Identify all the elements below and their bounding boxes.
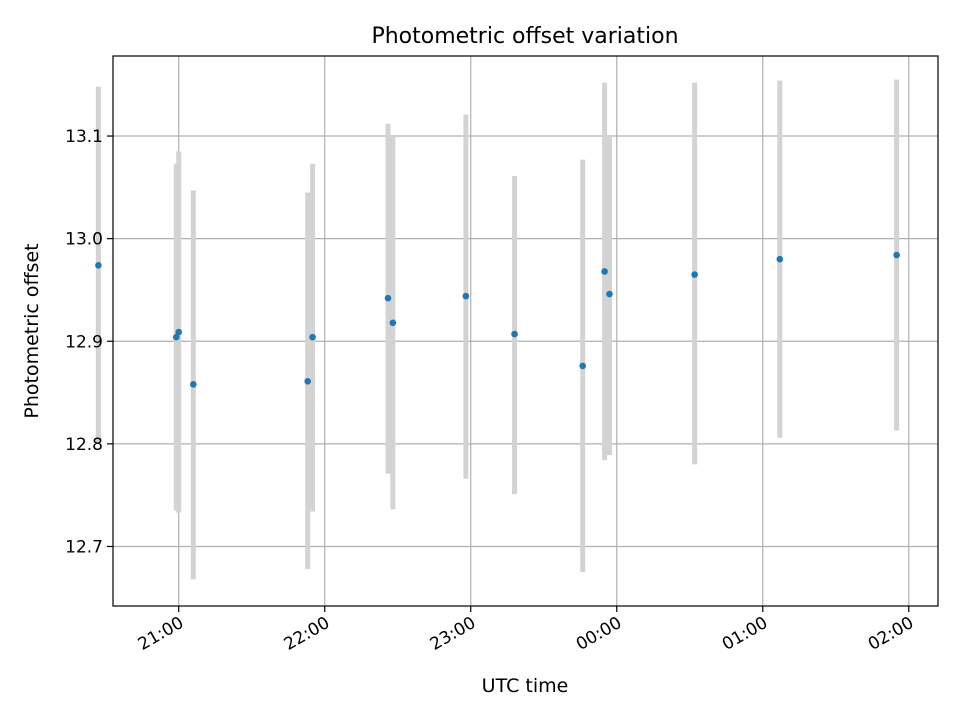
data-point: [893, 251, 900, 259]
y-tick-label: 13.0: [65, 230, 103, 250]
x-tick-label: 02:00: [865, 613, 917, 655]
data-point: [172, 333, 180, 341]
data-point: [601, 268, 608, 275]
y-tick-label: 12.7: [65, 537, 103, 557]
point-layer: [95, 251, 900, 388]
data-point: [95, 262, 102, 269]
x-axis-label: UTC time: [482, 675, 569, 697]
grid-layer: [113, 56, 938, 606]
y-tick-label: 12.9: [65, 332, 103, 352]
y-tick-label: 12.8: [65, 435, 103, 455]
chart-title: Photometric offset variation: [371, 24, 678, 49]
data-point: [511, 330, 518, 338]
data-point: [579, 362, 586, 370]
errorbar-layer: [95, 79, 900, 580]
data-point: [384, 294, 392, 302]
y-tick-label: 13.1: [65, 127, 103, 147]
data-point: [190, 381, 197, 388]
data-point: [776, 255, 784, 263]
data-point: [462, 292, 470, 300]
x-tick-label: 00:00: [573, 613, 625, 655]
x-tick-label: 01:00: [719, 613, 771, 655]
data-point: [606, 290, 613, 298]
data-point: [175, 328, 183, 336]
y-axis-label: Photometric offset: [21, 243, 43, 418]
data-point: [389, 319, 397, 327]
x-tick-label: 21:00: [135, 613, 187, 655]
x-tick-label: 22:00: [281, 613, 333, 655]
data-point: [309, 333, 316, 341]
data-point: [304, 377, 311, 385]
data-point: [691, 271, 698, 278]
x-tick-label: 23:00: [427, 613, 479, 655]
plot-frame: [112, 55, 939, 607]
